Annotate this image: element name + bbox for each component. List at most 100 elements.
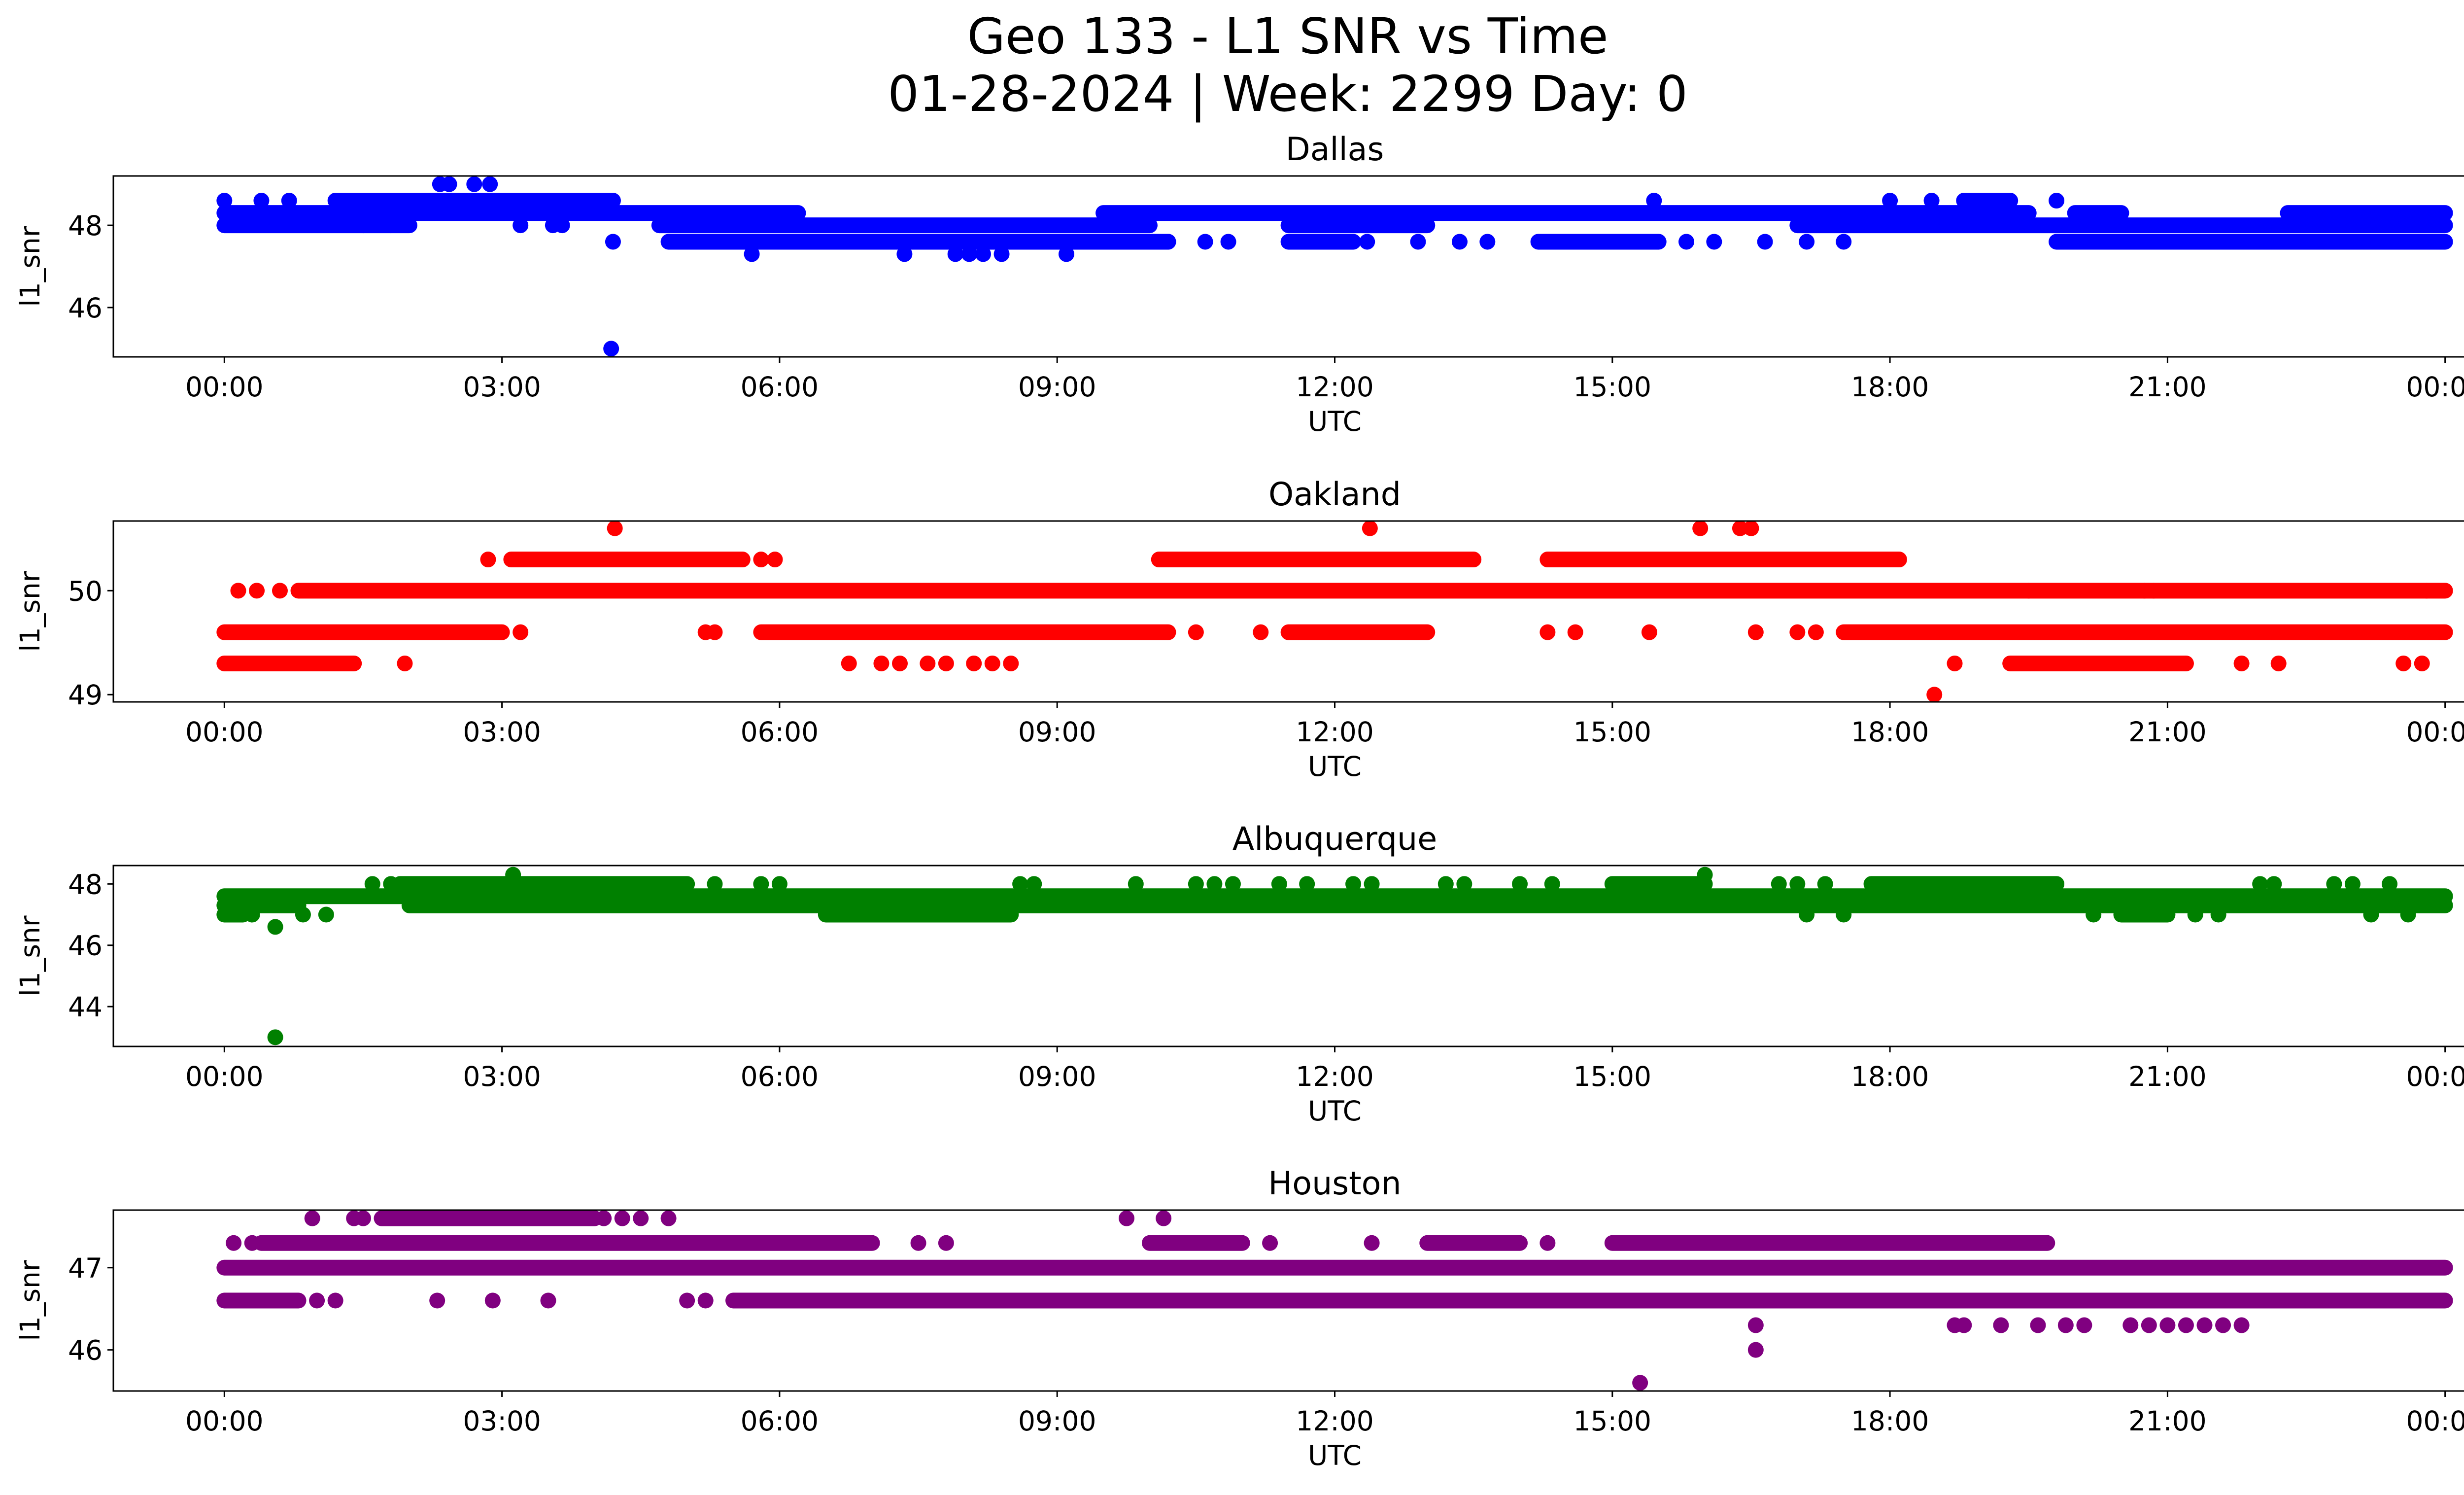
data-point	[2270, 655, 2287, 671]
data-point	[1003, 655, 1019, 671]
data-point	[244, 906, 260, 923]
data-point	[1225, 876, 1241, 892]
data-point	[2159, 1317, 2176, 1333]
data-point	[744, 246, 760, 262]
x-tick-label: 00:00	[2406, 1405, 2464, 1437]
x-tick-label: 03:00	[463, 716, 541, 748]
data-point	[614, 1210, 630, 1226]
data-point	[896, 246, 913, 262]
data-point	[2196, 1317, 2213, 1333]
data-point	[1771, 876, 1787, 892]
data-point	[226, 1235, 242, 1251]
x-tick-label: 21:00	[2128, 1405, 2207, 1437]
x-axis-label: UTC	[1308, 1095, 1362, 1127]
data-point	[2419, 583, 2435, 599]
data-point	[272, 583, 288, 599]
data-point	[707, 624, 723, 640]
data-point	[253, 193, 270, 209]
data-point	[2086, 906, 2102, 923]
subplot-1: Oakland 00:00 03:00 06:00 09:00 12:00 15:00 18:…	[14, 476, 2464, 782]
data-point	[2210, 906, 2226, 923]
x-tick-label: 06:00	[741, 1405, 819, 1437]
x-tick-label: 21:00	[2128, 716, 2207, 748]
data-point	[1197, 234, 1213, 250]
data-point	[2414, 655, 2430, 671]
data-point	[1817, 876, 1833, 892]
data-point	[2187, 906, 2203, 923]
subplot-0: Dallas 00:00 03:00 06:00 09:00 12:00 15:00 18:0…	[14, 131, 2464, 437]
data-point	[1632, 1375, 1648, 1391]
data-point	[513, 624, 529, 640]
data-point	[2122, 1317, 2139, 1333]
data-point	[961, 246, 977, 262]
data-series	[216, 867, 2453, 1045]
x-tick-label: 21:00	[2128, 1061, 2207, 1092]
data-point	[2233, 1317, 2250, 1333]
data-point	[2146, 583, 2162, 599]
x-tick-label: 00:00	[185, 716, 264, 748]
data-point	[2215, 1317, 2231, 1333]
data-point	[1206, 876, 1223, 892]
y-tick-label: 46	[68, 1335, 103, 1366]
data-point	[753, 876, 769, 892]
data-point	[975, 246, 991, 262]
data-point	[607, 521, 623, 536]
data-point	[304, 1210, 320, 1226]
data-point	[1641, 624, 1657, 640]
x-tick-label: 21:00	[2128, 371, 2207, 403]
data-point	[1026, 876, 1042, 892]
data-point	[2020, 583, 2037, 599]
data-point	[1678, 234, 1695, 250]
data-point	[1188, 876, 1204, 892]
data-point	[1119, 1210, 1135, 1226]
data-point	[697, 1292, 714, 1309]
data-point	[1253, 624, 1269, 640]
data-point	[984, 655, 1000, 671]
data-point	[920, 655, 936, 671]
data-series	[216, 521, 2453, 702]
data-series	[216, 1210, 2453, 1391]
data-point	[505, 867, 521, 883]
data-point	[1262, 1235, 1278, 1251]
data-point	[1512, 876, 1528, 892]
y-axis-label: l1_snr	[14, 915, 46, 996]
subplot-title: Oakland	[1268, 476, 1401, 513]
data-point	[1947, 655, 1963, 671]
data-point	[480, 552, 496, 568]
data-point	[660, 1210, 677, 1226]
data-point	[1156, 1210, 1172, 1226]
data-point	[1362, 521, 1378, 536]
data-point	[1479, 234, 1496, 250]
data-point	[318, 906, 334, 923]
data-point	[1706, 234, 1722, 250]
data-point	[1451, 234, 1468, 250]
data-point	[679, 1292, 695, 1309]
data-point	[1646, 193, 1662, 209]
data-point	[484, 1292, 501, 1309]
x-tick-label: 06:00	[741, 716, 819, 748]
x-tick-label: 15:00	[1574, 716, 1652, 748]
subplot-title: Houston	[1268, 1165, 1401, 1202]
data-point	[244, 1235, 260, 1251]
data-point	[383, 876, 399, 892]
data-point	[1567, 624, 1583, 640]
data-point	[441, 176, 457, 192]
data-point	[1789, 624, 1806, 640]
data-point	[1923, 193, 1940, 209]
x-tick-label: 00:00	[2406, 1061, 2464, 1092]
data-point	[603, 341, 619, 357]
figure-title-line1: Geo 133 - L1 SNR vs Time	[967, 7, 1608, 65]
data-point	[2141, 1317, 2157, 1333]
data-point	[2233, 655, 2250, 671]
x-tick-label: 00:00	[2406, 371, 2464, 403]
data-point	[1926, 687, 1943, 702]
data-point	[482, 176, 498, 192]
data-point	[1012, 876, 1028, 892]
data-point	[540, 1292, 556, 1309]
data-point	[947, 246, 963, 262]
data-point	[429, 1292, 445, 1309]
data-point	[2178, 1317, 2194, 1333]
data-point	[753, 552, 769, 568]
x-tick-label: 00:00	[185, 371, 264, 403]
